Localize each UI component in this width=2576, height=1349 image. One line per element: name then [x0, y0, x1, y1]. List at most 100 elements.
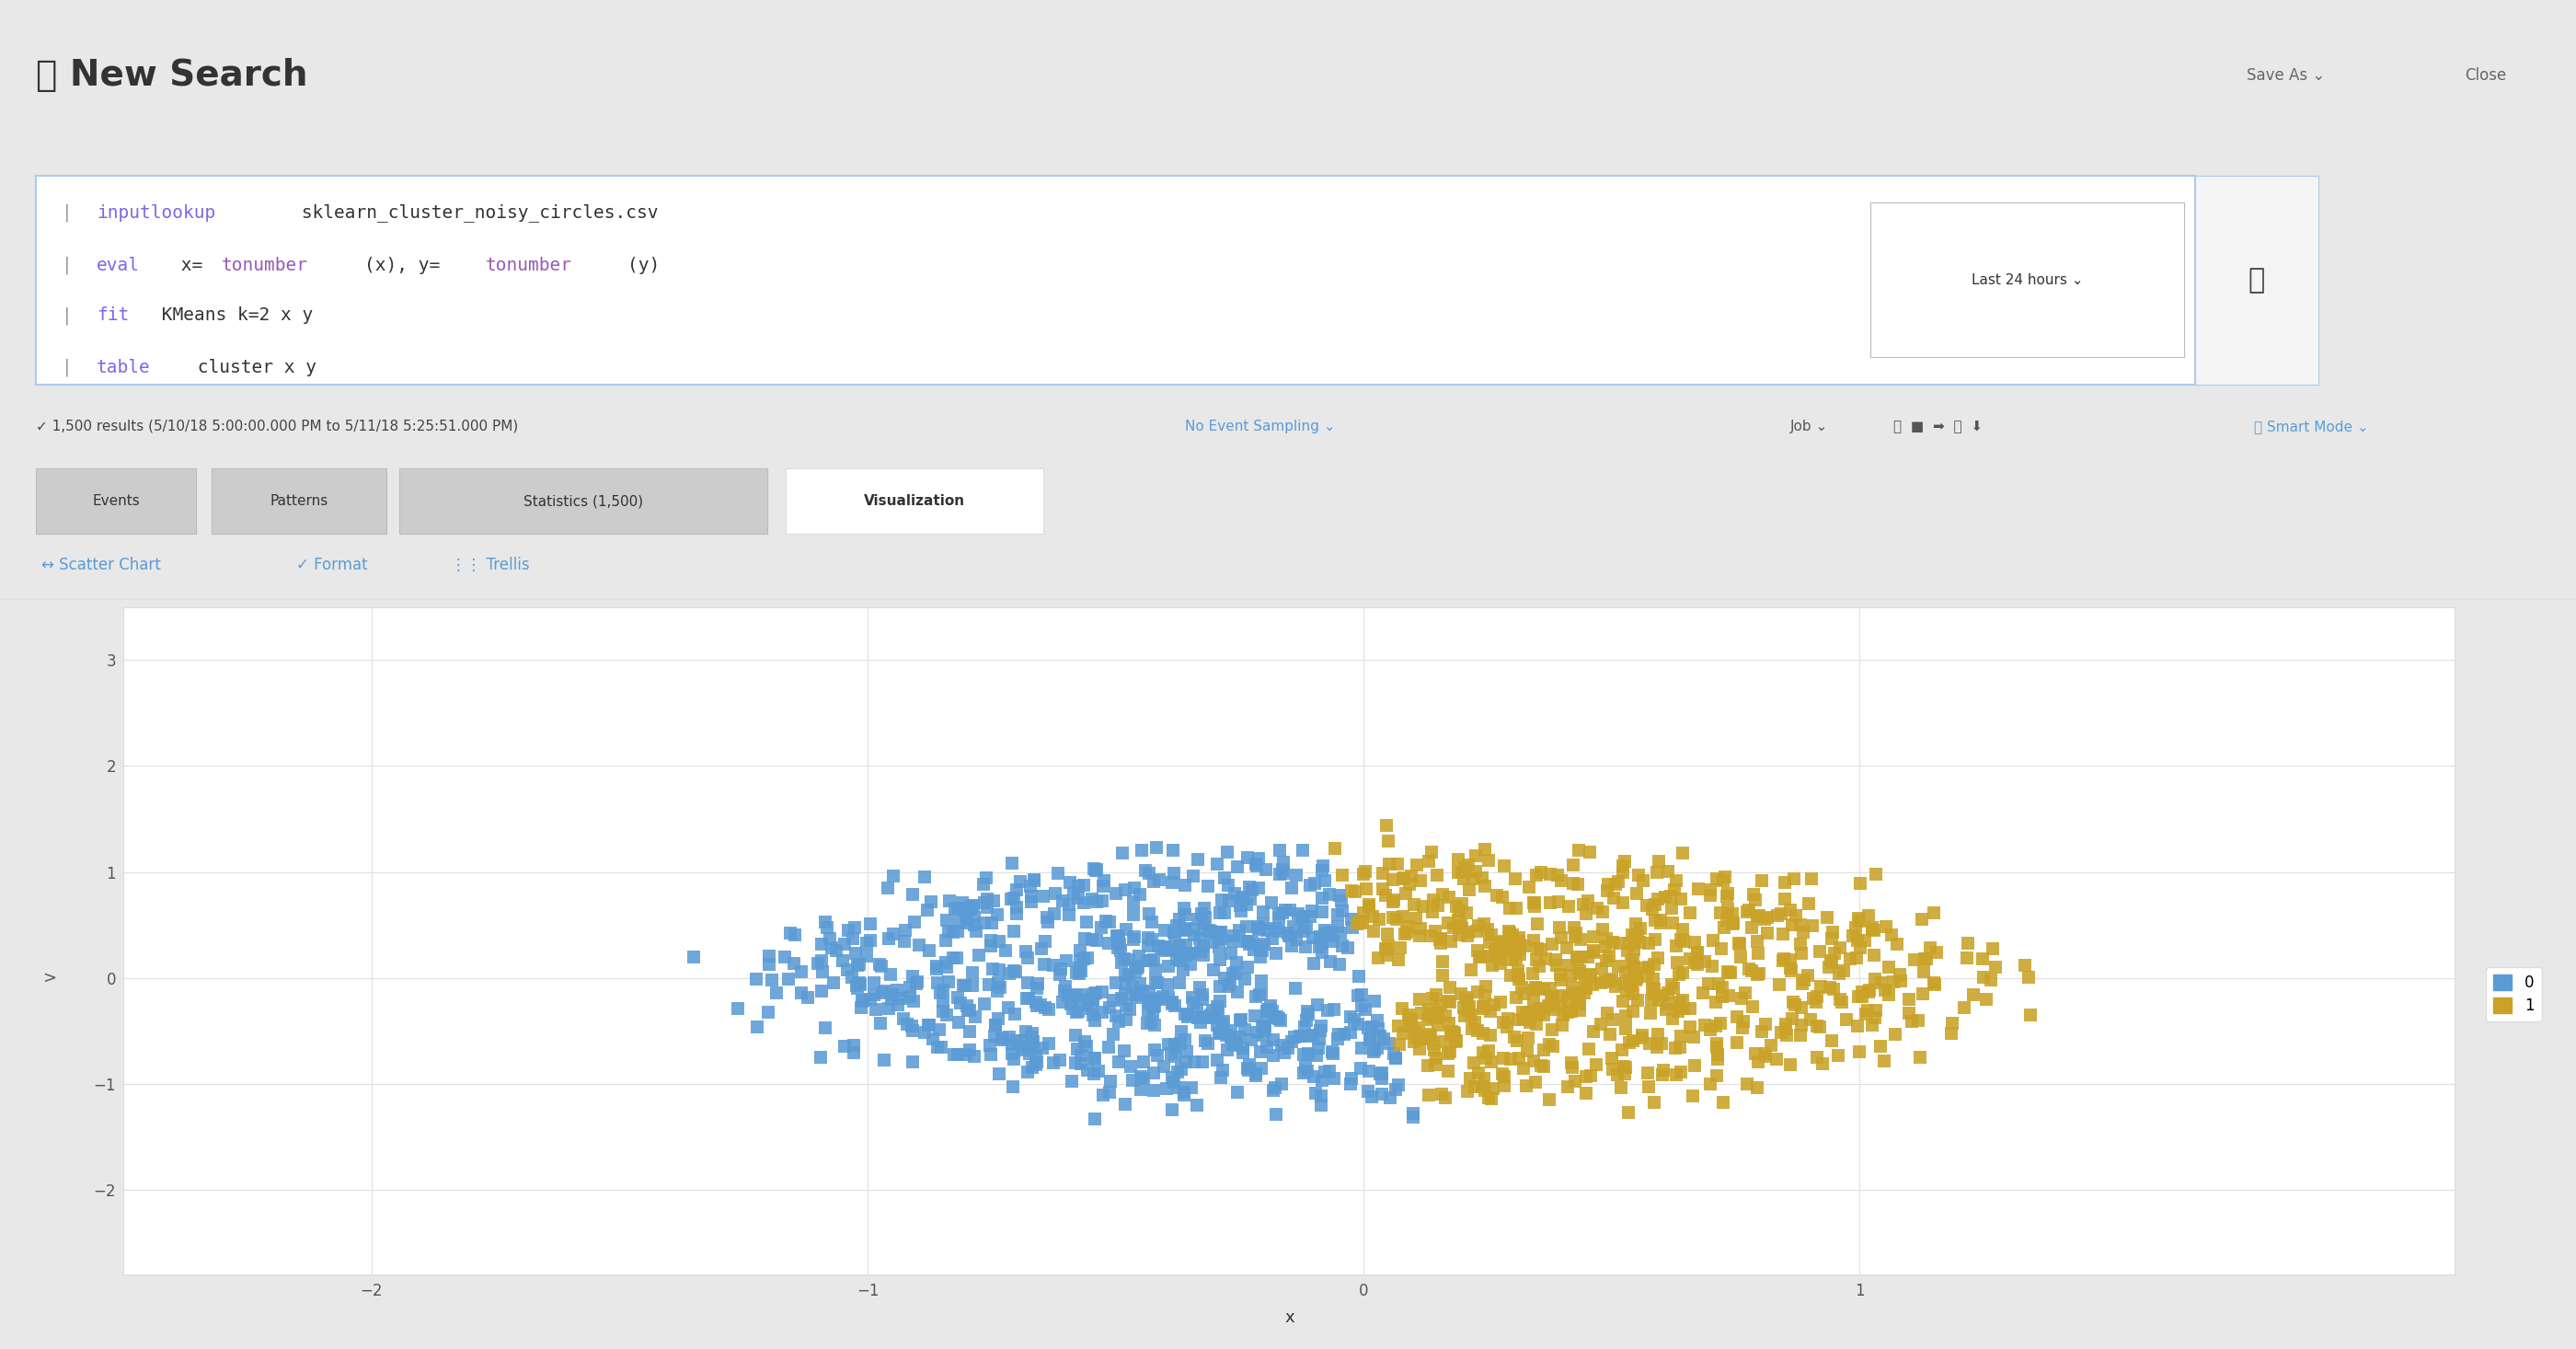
Point [1007, 1060, 1048, 1082]
Point [1605, 850, 1646, 871]
Point [1497, 1031, 1538, 1052]
Point [1082, 876, 1123, 897]
Point [1772, 867, 1814, 889]
Point [1638, 947, 1680, 969]
Point [811, 971, 853, 993]
Point [1489, 940, 1530, 962]
Point [1651, 897, 1692, 919]
Point [940, 912, 981, 934]
Point [1066, 947, 1108, 969]
Point [1486, 1016, 1528, 1037]
Point [1182, 989, 1224, 1010]
Point [1167, 1041, 1208, 1063]
Point [1595, 874, 1636, 896]
Point [1383, 923, 1425, 944]
Point [1128, 902, 1170, 924]
Point [1352, 1039, 1394, 1060]
Point [1182, 1006, 1224, 1028]
Point [894, 990, 935, 1012]
Point [1662, 842, 1703, 863]
Point [1888, 989, 1929, 1010]
Point [1133, 990, 1175, 1012]
Point [1252, 1000, 1293, 1021]
Point [1558, 993, 1600, 1014]
Point [1901, 982, 1942, 1004]
Point [1200, 921, 1242, 943]
Point [997, 1031, 1038, 1052]
Point [1904, 960, 1945, 982]
Point [1481, 952, 1522, 974]
Point [1087, 1036, 1128, 1058]
Point [1355, 990, 1396, 1012]
Point [1146, 986, 1188, 1008]
Point [1133, 871, 1175, 893]
Point [1540, 963, 1582, 985]
Point [1628, 932, 1669, 954]
Point [1041, 992, 1082, 1013]
Point [1203, 1010, 1244, 1032]
Point [1242, 901, 1283, 923]
Point [1499, 931, 1540, 952]
Point [1383, 867, 1425, 889]
Point [933, 921, 974, 943]
Point [1569, 1039, 1610, 1060]
Point [1221, 1037, 1262, 1059]
Point [1512, 892, 1553, 913]
Point [1043, 890, 1084, 912]
Point [1177, 1008, 1218, 1029]
Point [1448, 880, 1489, 901]
Point [1007, 973, 1048, 994]
Point [1597, 955, 1638, 977]
Point [1267, 925, 1309, 947]
Point [1620, 931, 1662, 952]
Point [1159, 908, 1200, 929]
Point [1607, 939, 1649, 960]
Point [1298, 936, 1340, 958]
Point [994, 920, 1036, 942]
Point [1072, 1005, 1113, 1027]
Point [1386, 921, 1427, 943]
Point [1463, 996, 1504, 1017]
Point [1157, 915, 1198, 936]
Point [1103, 842, 1144, 863]
Point [1759, 974, 1801, 996]
Point [1757, 905, 1798, 927]
Point [1133, 996, 1175, 1017]
Point [1180, 919, 1221, 940]
Point [1103, 948, 1144, 970]
Point [1801, 977, 1842, 998]
Point [1151, 1043, 1193, 1064]
Point [809, 928, 850, 950]
Point [737, 1016, 778, 1037]
Point [1414, 1039, 1455, 1060]
Point [1321, 935, 1363, 956]
Point [1435, 896, 1476, 917]
Point [966, 867, 1007, 889]
Point [1154, 1036, 1195, 1058]
Point [1662, 889, 1703, 911]
Point [1672, 1086, 1713, 1108]
Point [1226, 931, 1267, 952]
Point [781, 982, 822, 1004]
Point [1177, 1094, 1218, 1116]
Point [1224, 969, 1265, 990]
Point [1448, 855, 1489, 877]
Point [1028, 911, 1069, 932]
Point [1291, 874, 1332, 896]
Point [1340, 909, 1381, 931]
Point [1136, 935, 1177, 956]
Point [1244, 859, 1285, 881]
Point [1399, 917, 1440, 939]
Point [914, 958, 956, 979]
Point [1332, 1067, 1373, 1089]
Point [1234, 1063, 1275, 1085]
Point [1236, 1023, 1278, 1044]
Point [1074, 1048, 1115, 1070]
Point [1427, 1043, 1468, 1064]
Point [835, 942, 876, 963]
Point [1705, 886, 1747, 908]
Point [765, 946, 806, 967]
Point [1677, 878, 1718, 900]
Point [1844, 1004, 1886, 1025]
Point [1471, 1000, 1512, 1021]
